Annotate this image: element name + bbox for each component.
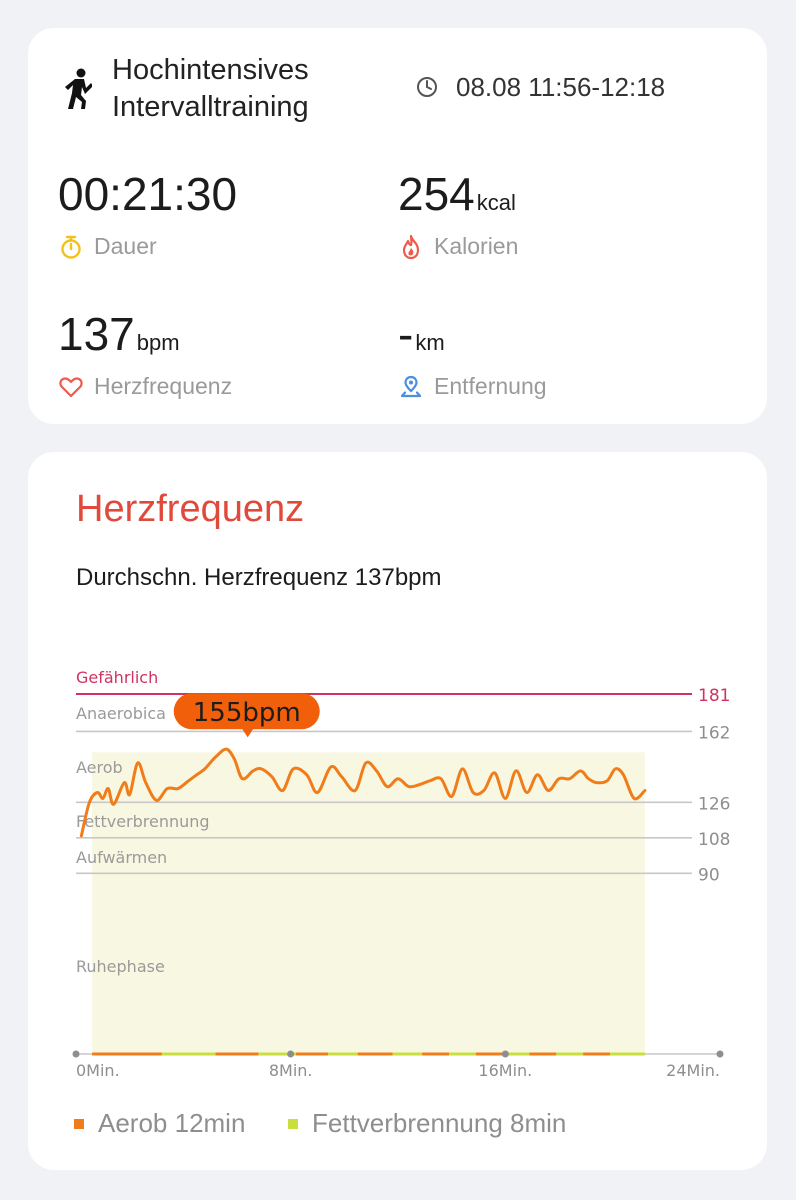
zone-label-aufwärmen: Aufwärmen xyxy=(76,848,167,867)
x-tick-label: 16Min. xyxy=(478,1061,532,1080)
legend-swatch-aerob xyxy=(74,1118,84,1129)
distance-value: - xyxy=(398,308,414,360)
workout-summary-card: Hochintensives Intervalltraining 08.08 1… xyxy=(28,28,767,424)
metric-duration: 00:21:30 Dauer xyxy=(58,168,239,260)
ref-label-90: 90 xyxy=(698,865,720,885)
chart-fill-area xyxy=(92,752,645,1054)
heart-rate-chart: 181 162 126 108 90 Gefährlich Anaerobica Aerob F… xyxy=(72,668,730,1080)
heart-icon xyxy=(59,376,83,397)
ref-label-181: 181 xyxy=(698,686,730,706)
peak-badge-label: 155bpm xyxy=(193,698,301,728)
distance-label: Entfernung xyxy=(434,373,547,399)
x-tick-label: 8Min. xyxy=(269,1061,313,1080)
activity-title-line1: Hochintensives xyxy=(112,54,309,86)
ref-label-162: 162 xyxy=(698,723,730,743)
average-heart-rate: Durchschn. Herzfrequenz 137bpm xyxy=(76,564,442,591)
legend-item-aerob: Aerob 12min xyxy=(74,1108,245,1139)
time-range: 08.08 11:56-12:18 xyxy=(456,72,666,102)
zone-label-fettverbrennung: Fettverbrennung xyxy=(76,812,210,831)
duration-label: Dauer xyxy=(94,233,157,259)
calories-value: 254 xyxy=(398,168,475,220)
flame-icon xyxy=(402,234,420,259)
metric-distance: -km Entfernung xyxy=(398,308,547,400)
calories-unit: kcal xyxy=(476,190,516,215)
activity-title: Hochintensives Intervalltraining xyxy=(112,52,309,126)
zone-label-anaerobica: Anaerobica xyxy=(76,704,166,723)
distance-unit: km xyxy=(415,330,445,355)
clock-icon xyxy=(417,77,437,97)
legend-item-fettverbrennung: Fettverbrennung 8min xyxy=(288,1108,566,1139)
calories-label: Kalorien xyxy=(434,233,519,259)
zone-label-gefährlich: Gefährlich xyxy=(76,668,158,687)
ref-label-126: 126 xyxy=(698,794,730,814)
x-tick-label: 0Min. xyxy=(76,1061,120,1080)
legend-label-aerob: Aerob 12min xyxy=(98,1108,246,1138)
x-tick-dot xyxy=(716,1050,724,1058)
legend-label-fettverbrennung: Fettverbrennung 8min xyxy=(312,1108,567,1138)
peak-badge xyxy=(173,693,320,730)
x-tick-label: 24Min. xyxy=(666,1061,720,1080)
heart-rate-line xyxy=(79,747,647,838)
x-tick-dot xyxy=(501,1050,509,1058)
heart-rate-unit: bpm xyxy=(136,330,180,355)
heart-rate-card: Herzfrequenz Durchschn. Herzfrequenz 137… xyxy=(28,452,767,1170)
heart-rate-value: 137 xyxy=(58,308,135,360)
ref-label-108: 108 xyxy=(698,830,730,850)
duration-value: 00:21:30 xyxy=(58,168,238,220)
zone-label-aerob: Aerob xyxy=(76,758,123,777)
heart-rate-label: Herzfrequenz xyxy=(94,373,233,399)
legend-swatch-fettverbrennung xyxy=(288,1118,298,1129)
metric-heart-rate: 137bpm Herzfrequenz xyxy=(58,308,232,400)
heart-rate-title: Herzfrequenz xyxy=(76,488,305,530)
hiit-figure-icon xyxy=(65,68,92,109)
location-pin-icon xyxy=(400,375,422,397)
x-tick-dot xyxy=(287,1050,295,1058)
zone-label-ruhephase: Ruhephase xyxy=(76,957,165,976)
activity-title-line2: Intervalltraining xyxy=(112,91,309,123)
x-tick-dot xyxy=(72,1050,80,1058)
stopwatch-icon xyxy=(61,235,81,259)
metric-calories: 254kcal Kalorien xyxy=(398,168,518,260)
